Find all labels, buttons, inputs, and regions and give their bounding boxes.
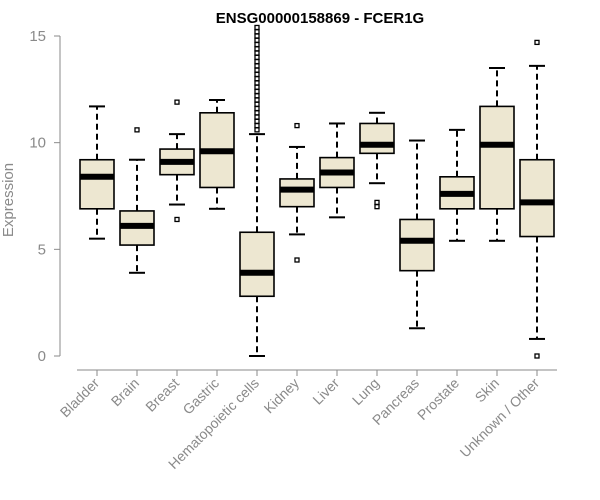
box-body [79,158,115,210]
box-group [399,139,435,330]
outlier-point [254,105,260,112]
x-tick-label: Liver [309,375,342,408]
outlier-point [254,97,260,103]
box-body [399,218,435,272]
box-group [439,128,475,242]
box-group [359,111,395,210]
outlier-point [254,29,260,35]
outlier-point [254,93,260,99]
box-body [359,122,395,155]
outlier-point [254,110,260,116]
outlier-point [254,114,260,120]
outlier-point [254,33,260,39]
y-tick-label: 0 [38,348,46,365]
chart-title: ENSG00000158869 - FCER1G [216,10,424,27]
boxes [79,24,555,359]
outlier-point [254,24,260,31]
x-tick-label: Brain [108,375,142,409]
outlier-point [174,99,180,105]
box-body [479,105,515,210]
outlier-point [254,122,260,129]
outlier-point [254,84,260,90]
x-tick-label: Skin [472,375,503,406]
outlier-point [254,58,260,65]
outlier-point [254,80,260,86]
x-tick-label: Bladder [57,375,103,421]
box-group [279,122,315,263]
outlier-point [254,50,260,56]
outlier-point [134,127,140,133]
outlier-point [254,41,260,48]
outlier-point [294,122,300,129]
box-group [79,105,115,240]
outlier-point [174,216,180,223]
x-tick-label: Kidney [261,375,303,417]
box-group [159,99,195,223]
x-tick-label: Prostate [414,375,462,423]
box-group [199,99,235,210]
y-ticks: 0 5 10 15 [29,28,60,365]
box-body [519,158,555,238]
outlier-point [254,37,260,43]
y-axis-label: Expression [0,163,17,237]
outlier-point [254,46,260,52]
outlier-point [254,63,260,69]
outlier-point [254,67,260,73]
box-group [519,39,555,359]
outlier-point [254,88,260,95]
outlier-point [534,353,540,359]
outlier-point [294,257,300,263]
box-group [239,24,275,357]
y-tick-label: 5 [38,241,46,258]
outlier-point [254,71,260,78]
outlier-point [254,101,260,107]
box-group [479,67,515,242]
outlier-point [254,118,260,124]
box-group [319,122,355,219]
x-tick-label: Lung [349,375,382,408]
outlier-point [374,199,380,206]
y-tick-label: 10 [29,135,46,152]
outlier-point [254,76,260,82]
outlier-point [534,39,540,46]
outlier-point [254,127,260,133]
y-tick-label: 15 [29,28,46,45]
x-tick-label: Breast [142,375,182,415]
outlier-point [254,54,260,60]
box-group [119,127,155,274]
outlier-point [374,204,380,210]
box-body [279,178,315,208]
box-body [239,231,275,298]
